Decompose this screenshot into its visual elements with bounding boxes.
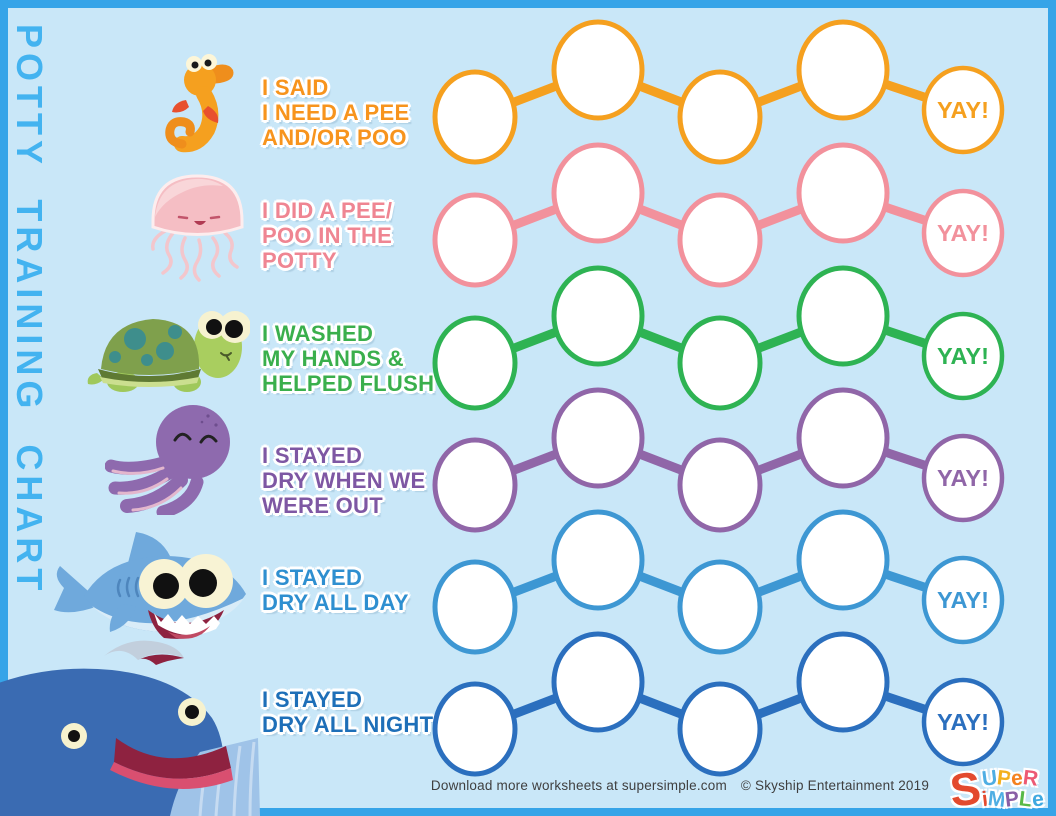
chart-row-pee-poo-said: I SAID I NEED A PEE AND/OR POO YAY!: [0, 19, 1056, 165]
yay-circle: [921, 677, 1005, 767]
task-label-line: HELPED FLUSH: [262, 371, 435, 396]
task-label: I STAYED DRY ALL DAY: [262, 565, 437, 615]
chart-row-dry-out: I STAYED DRY WHEN WE WERE OUT YAY!: [0, 387, 1056, 533]
progress-circle: [677, 437, 763, 533]
yay-label: YAY!: [937, 97, 989, 123]
yay-circle: [921, 65, 1005, 155]
task-label-line: I STAYED: [262, 687, 363, 712]
task-label-line: DRY WHEN WE: [262, 468, 426, 493]
progress-track: YAY!: [432, 142, 1005, 288]
progress-circle: [551, 265, 645, 367]
whale-icon: [0, 640, 260, 816]
task-label: I DID A PEE/ POO IN THE POTTY: [262, 198, 437, 273]
yay-circle: [921, 188, 1005, 278]
progress-circle: [551, 387, 645, 489]
progress-circle: [432, 559, 518, 655]
task-label-line: I NEED A PEE: [262, 100, 410, 125]
progress-circle: [796, 387, 890, 489]
progress-circle: [432, 681, 518, 777]
task-label-line: POTTY: [262, 248, 337, 273]
footer-copyright-text: © Skyship Entertainment 2019: [740, 778, 930, 793]
page-title: POTTY TRAINING CHART: [9, 24, 50, 596]
seahorse-icon: [165, 54, 234, 153]
progress-circle: [551, 19, 645, 121]
task-label-line: DRY ALL DAY: [262, 590, 409, 615]
progress-circle: [796, 509, 890, 611]
progress-circle: [432, 192, 518, 288]
progress-circle: [796, 142, 890, 244]
chart-row-washed-hands: I WASHED MY HANDS & HELPED FLUSH YAY!: [0, 265, 1056, 411]
yay-circle: [921, 555, 1005, 645]
yay-circle: [921, 311, 1005, 401]
progress-circle: [551, 142, 645, 244]
progress-track: YAY!: [432, 631, 1005, 777]
progress-circle: [432, 437, 518, 533]
shark-icon: [54, 532, 246, 639]
task-label: I STAYED DRY WHEN WE WERE OUT: [262, 443, 437, 518]
yay-label: YAY!: [937, 220, 989, 246]
task-label: I SAID I NEED A PEE AND/OR POO: [262, 75, 437, 150]
chart-row-pee-poo-potty: I DID A PEE/ POO IN THE POTTY YAY!: [0, 142, 1056, 288]
progress-circle: [677, 681, 763, 777]
task-label-line: MY HANDS &: [262, 346, 404, 371]
progress-track: YAY!: [432, 19, 1005, 165]
task-label-line: I STAYED: [262, 565, 363, 590]
turtle-icon: [87, 311, 250, 392]
task-label-line: I DID A PEE/: [262, 198, 393, 223]
progress-circle: [677, 559, 763, 655]
jellyfish-icon: [151, 174, 244, 282]
yay-label: YAY!: [937, 465, 989, 491]
task-label-line: AND/OR POO: [262, 125, 407, 150]
progress-track: YAY!: [432, 387, 1005, 533]
chart-row-dry-day: I STAYED DRY ALL DAY YAY!: [0, 509, 1056, 655]
yay-label: YAY!: [937, 343, 989, 369]
task-label-line: I STAYED: [262, 443, 363, 468]
progress-circle: [432, 69, 518, 165]
task-label: I WASHED MY HANDS & HELPED FLUSH: [262, 321, 437, 396]
progress-track: YAY!: [432, 509, 1005, 655]
progress-track: YAY!: [432, 265, 1005, 411]
chart-row-dry-night: I STAYED DRY ALL NIGHT YAY!: [0, 631, 1056, 777]
task-label-line: DRY ALL NIGHT: [262, 712, 434, 737]
footer-download-text: Download more worksheets at supersimple.…: [430, 778, 727, 793]
progress-circle: [551, 631, 645, 733]
progress-circle: [796, 265, 890, 367]
yay-label: YAY!: [937, 587, 989, 613]
task-label: I STAYED DRY ALL NIGHT: [262, 687, 437, 737]
yay-label: YAY!: [937, 709, 989, 735]
progress-circle: [677, 315, 763, 411]
footer: Download more worksheets at supersimple.…: [430, 778, 930, 793]
octopus-icon: [105, 405, 230, 515]
task-label-line: I WASHED: [262, 321, 374, 346]
task-label-line: WERE OUT: [262, 493, 383, 518]
logo-big-letter: S: [947, 761, 984, 816]
progress-circle: [796, 19, 890, 121]
progress-circle: [677, 192, 763, 288]
yay-circle: [921, 433, 1005, 523]
progress-circle: [432, 315, 518, 411]
progress-circle: [677, 69, 763, 165]
progress-circle: [551, 509, 645, 611]
progress-circle: [796, 631, 890, 733]
task-label-line: POO IN THE: [262, 223, 393, 248]
task-label-line: I SAID: [262, 75, 329, 100]
